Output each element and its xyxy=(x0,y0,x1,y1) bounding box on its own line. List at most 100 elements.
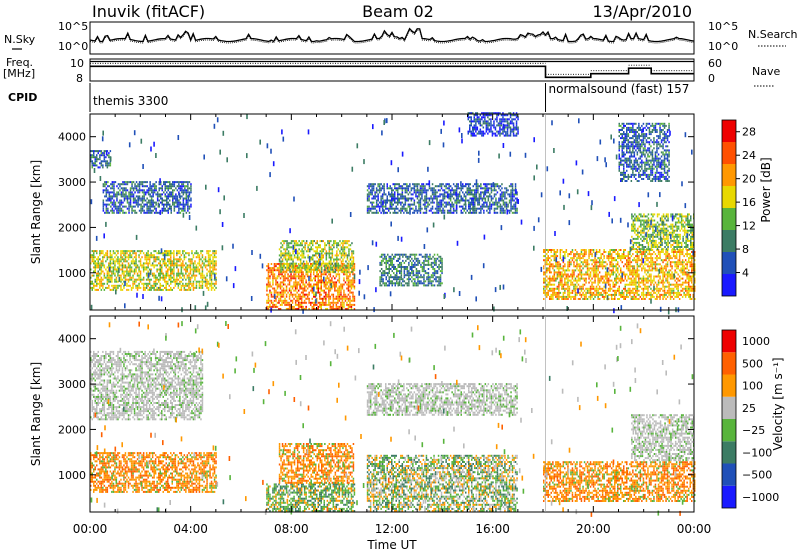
echo-cell xyxy=(433,274,436,277)
echo-cell xyxy=(558,295,560,298)
echo-cell xyxy=(313,303,315,306)
echo-cell xyxy=(103,264,106,267)
echo-cell xyxy=(564,279,566,282)
echo-cell xyxy=(272,305,274,308)
echo-cell xyxy=(185,199,188,202)
echo-cell xyxy=(170,185,172,188)
echo-cell xyxy=(559,263,562,266)
echo-cell xyxy=(117,258,119,261)
echo-cell xyxy=(105,207,108,210)
echo-cell xyxy=(266,289,268,292)
echo-cell xyxy=(480,185,482,188)
echo-cell xyxy=(369,209,372,212)
echo-cell xyxy=(113,185,115,188)
echo-cell xyxy=(321,268,323,271)
echo-cell xyxy=(302,281,304,284)
echo-cell xyxy=(94,256,96,259)
echo-cell xyxy=(162,274,164,277)
echo-cell xyxy=(284,277,286,280)
echo-cell xyxy=(159,272,161,275)
echo-cell xyxy=(113,193,115,196)
echo-cell xyxy=(314,275,316,278)
echo-cell xyxy=(94,280,96,283)
echo-cell xyxy=(445,195,447,198)
echo-cell xyxy=(149,185,151,188)
echo-cell xyxy=(189,258,192,261)
echo-cell xyxy=(439,276,442,279)
echo-cell xyxy=(148,268,151,271)
echo-cell xyxy=(120,187,123,190)
echo-cell xyxy=(170,207,172,210)
echo-cell xyxy=(451,211,453,214)
echo-cell xyxy=(375,203,378,206)
echo-cell xyxy=(190,197,192,200)
echo-cell xyxy=(561,275,563,278)
echo-cell xyxy=(342,252,344,255)
echo-cell xyxy=(398,183,400,186)
echo-cell xyxy=(130,268,133,271)
echo-cell xyxy=(294,289,297,292)
echo-cell xyxy=(187,189,189,192)
echo-cell xyxy=(158,280,160,283)
echo-cell xyxy=(351,260,353,263)
echo-cell xyxy=(215,272,217,275)
echo-cell xyxy=(352,291,354,294)
echo-cell xyxy=(383,183,385,186)
echo-cell xyxy=(499,189,502,192)
echo-cell xyxy=(389,193,391,196)
echo-cell xyxy=(132,258,134,261)
echo-cell xyxy=(589,287,592,290)
echo-cell xyxy=(127,266,130,269)
nave-line xyxy=(90,65,694,79)
echo-cell xyxy=(143,191,145,194)
echo-cell xyxy=(508,193,511,196)
echo-cell xyxy=(552,291,554,294)
echo-cell xyxy=(161,207,163,210)
echo-cell xyxy=(425,201,428,204)
echo-cell xyxy=(466,193,468,196)
echo-cell xyxy=(419,211,422,214)
echo-cell xyxy=(337,244,340,247)
echo-cell xyxy=(90,160,92,163)
echo-cell xyxy=(165,262,167,265)
echo-cell xyxy=(284,270,287,273)
echo-cell xyxy=(284,283,286,286)
echo-cell xyxy=(303,287,306,290)
echo-cell xyxy=(591,269,593,272)
echo-cell xyxy=(334,308,336,310)
echo-cell xyxy=(278,297,280,300)
echo-cell xyxy=(212,262,214,265)
echo-cell xyxy=(484,183,487,186)
echo-cell xyxy=(168,250,170,253)
echo-cell xyxy=(589,279,592,282)
echo-cell xyxy=(351,252,353,255)
echo-cell xyxy=(430,209,432,212)
echo-cell xyxy=(171,268,173,271)
echo-cell xyxy=(269,305,271,308)
echo-cell xyxy=(455,185,458,188)
echo-cell xyxy=(483,193,485,196)
echo-cell xyxy=(117,266,119,269)
echo-cell xyxy=(585,293,587,296)
echo-cell xyxy=(170,254,172,257)
echo-cell xyxy=(331,266,334,269)
echo-cell xyxy=(342,246,344,249)
echo-cell xyxy=(580,273,583,276)
echo-cell xyxy=(317,291,319,294)
echo-cell xyxy=(349,264,352,267)
echo-cell xyxy=(410,189,413,192)
echo-cell xyxy=(564,283,566,286)
echo-cell xyxy=(335,303,338,306)
echo-cell xyxy=(299,258,302,261)
echo-cell xyxy=(298,244,300,247)
echo-cell xyxy=(457,199,459,202)
echo-cell xyxy=(141,181,144,184)
echo-cell xyxy=(281,252,284,255)
echo-cell xyxy=(577,273,580,276)
echo-cell xyxy=(589,295,592,298)
echo-cell xyxy=(334,301,336,304)
echo-cell xyxy=(465,191,467,194)
echo-cell xyxy=(351,270,353,273)
echo-cell xyxy=(108,286,110,289)
echo-cell xyxy=(435,263,437,266)
